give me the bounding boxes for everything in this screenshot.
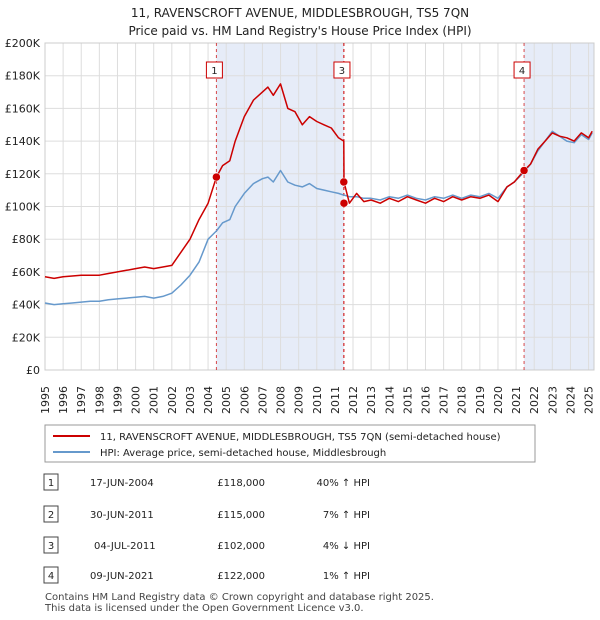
x-tick-label: 1996 xyxy=(57,386,70,414)
y-tick-label: £20K xyxy=(12,331,41,344)
y-tick-label: £140K xyxy=(5,135,41,148)
x-tick-label: 2001 xyxy=(148,386,161,414)
sale-price: £122,000 xyxy=(217,571,265,582)
x-tick-label: 2000 xyxy=(130,386,143,414)
x-tick-label: 2021 xyxy=(510,386,523,414)
y-tick-label: £200K xyxy=(5,37,41,50)
x-tick-label: 1999 xyxy=(111,386,124,414)
y-tick-label: £160K xyxy=(5,102,41,115)
x-tick-label: 2011 xyxy=(329,386,342,414)
x-tick-label: 2017 xyxy=(438,386,451,414)
price-paid-line xyxy=(44,83,593,280)
sale-hpi: 7% ↑ HPI xyxy=(323,510,370,521)
x-tick-label: 2012 xyxy=(347,386,360,414)
x-tick-label: 1997 xyxy=(75,386,88,414)
sale-hpi: 40% ↑ HPI xyxy=(317,478,370,489)
sale-hpi: 4% ↓ HPI xyxy=(323,541,370,552)
footer-copyright: Contains HM Land Registry data © Crown c… xyxy=(45,592,434,603)
x-tick-label: 2022 xyxy=(528,386,541,414)
x-tick-label: 2006 xyxy=(238,386,251,414)
sale-dot xyxy=(339,177,349,187)
x-tick-label: 2013 xyxy=(365,386,378,414)
sale-badge xyxy=(43,505,59,523)
sale-number: 1 xyxy=(48,478,54,489)
x-tick-label: 2024 xyxy=(564,386,577,414)
marker-box-label: 4 xyxy=(519,66,525,77)
y-tick-label: £40K xyxy=(12,299,41,312)
marker-box xyxy=(205,61,223,79)
x-tick-label: 1995 xyxy=(39,386,52,414)
sale-date: 04-JUL-2011 xyxy=(94,541,156,552)
x-tick-label: 2002 xyxy=(166,386,179,414)
marker-box-label: 3 xyxy=(339,66,345,77)
sale-date: 09-JUN-2021 xyxy=(90,571,154,582)
x-tick-label: 2004 xyxy=(202,386,215,414)
x-tick-label: 1998 xyxy=(93,386,106,414)
sale-number: 4 xyxy=(48,571,54,582)
sale-hpi: 1% ↑ HPI xyxy=(323,571,370,582)
y-tick-label: £100K xyxy=(5,201,41,214)
x-tick-label: 2003 xyxy=(184,386,197,414)
y-tick-label: £60K xyxy=(12,266,41,279)
y-tick-label: £120K xyxy=(5,168,41,181)
sale-date: 17-JUN-2004 xyxy=(90,478,154,489)
x-tick-label: 2019 xyxy=(474,386,487,414)
x-tick-label: 2005 xyxy=(220,386,233,414)
sale-dot xyxy=(212,172,221,182)
y-tick-label: £80K xyxy=(12,233,41,246)
chart-subtitle: Price paid vs. HM Land Registry's House … xyxy=(128,24,471,38)
marker-box xyxy=(513,61,531,79)
sale-badge xyxy=(43,566,59,584)
x-tick-label: 2009 xyxy=(293,386,306,414)
x-tick-label: 2023 xyxy=(546,386,559,414)
plot-frame xyxy=(44,42,595,371)
x-tick-label: 2007 xyxy=(256,386,269,414)
x-tick-label: 2025 xyxy=(583,386,596,414)
x-tick-label: 2015 xyxy=(401,386,414,414)
sales-table: 1 17-JUN-2004 £118,000 40% ↑ HPI 2 30-JU… xyxy=(43,473,370,584)
sale-dot xyxy=(339,198,349,208)
marker-box-label: 1 xyxy=(211,66,217,77)
legend-blue-label: HPI: Average price, semi-detached house,… xyxy=(100,448,386,459)
sale-date: 30-JUN-2011 xyxy=(90,510,154,521)
marker-box xyxy=(333,61,351,79)
y-tick-label: £180K xyxy=(5,70,41,83)
x-tick-label: 2008 xyxy=(275,386,288,414)
legend-red-label: 11, RAVENSCROFT AVENUE, MIDDLESBROUGH, T… xyxy=(100,432,501,443)
y-tick-label: £0 xyxy=(26,364,40,377)
sale-price: £115,000 xyxy=(217,510,265,521)
x-tick-label: 2010 xyxy=(311,386,324,414)
sale-number: 2 xyxy=(48,510,54,521)
x-tick-label: 2016 xyxy=(419,386,432,414)
chart-title: 11, RAVENSCROFT AVENUE, MIDDLESBROUGH, T… xyxy=(131,6,469,20)
footer-licence: This data is licensed under the Open Gov… xyxy=(44,603,364,614)
x-tick-label: 2018 xyxy=(456,386,469,414)
legend-box xyxy=(44,424,536,463)
sale-price: £102,000 xyxy=(217,541,265,552)
x-tick-label: 2014 xyxy=(383,386,396,414)
sale-badge xyxy=(43,473,59,491)
sale-dot xyxy=(519,166,529,175)
sale-number: 3 xyxy=(48,541,54,552)
sale-price: £118,000 xyxy=(217,478,265,489)
sale-badge xyxy=(43,536,59,554)
x-tick-label: 2020 xyxy=(492,386,505,414)
